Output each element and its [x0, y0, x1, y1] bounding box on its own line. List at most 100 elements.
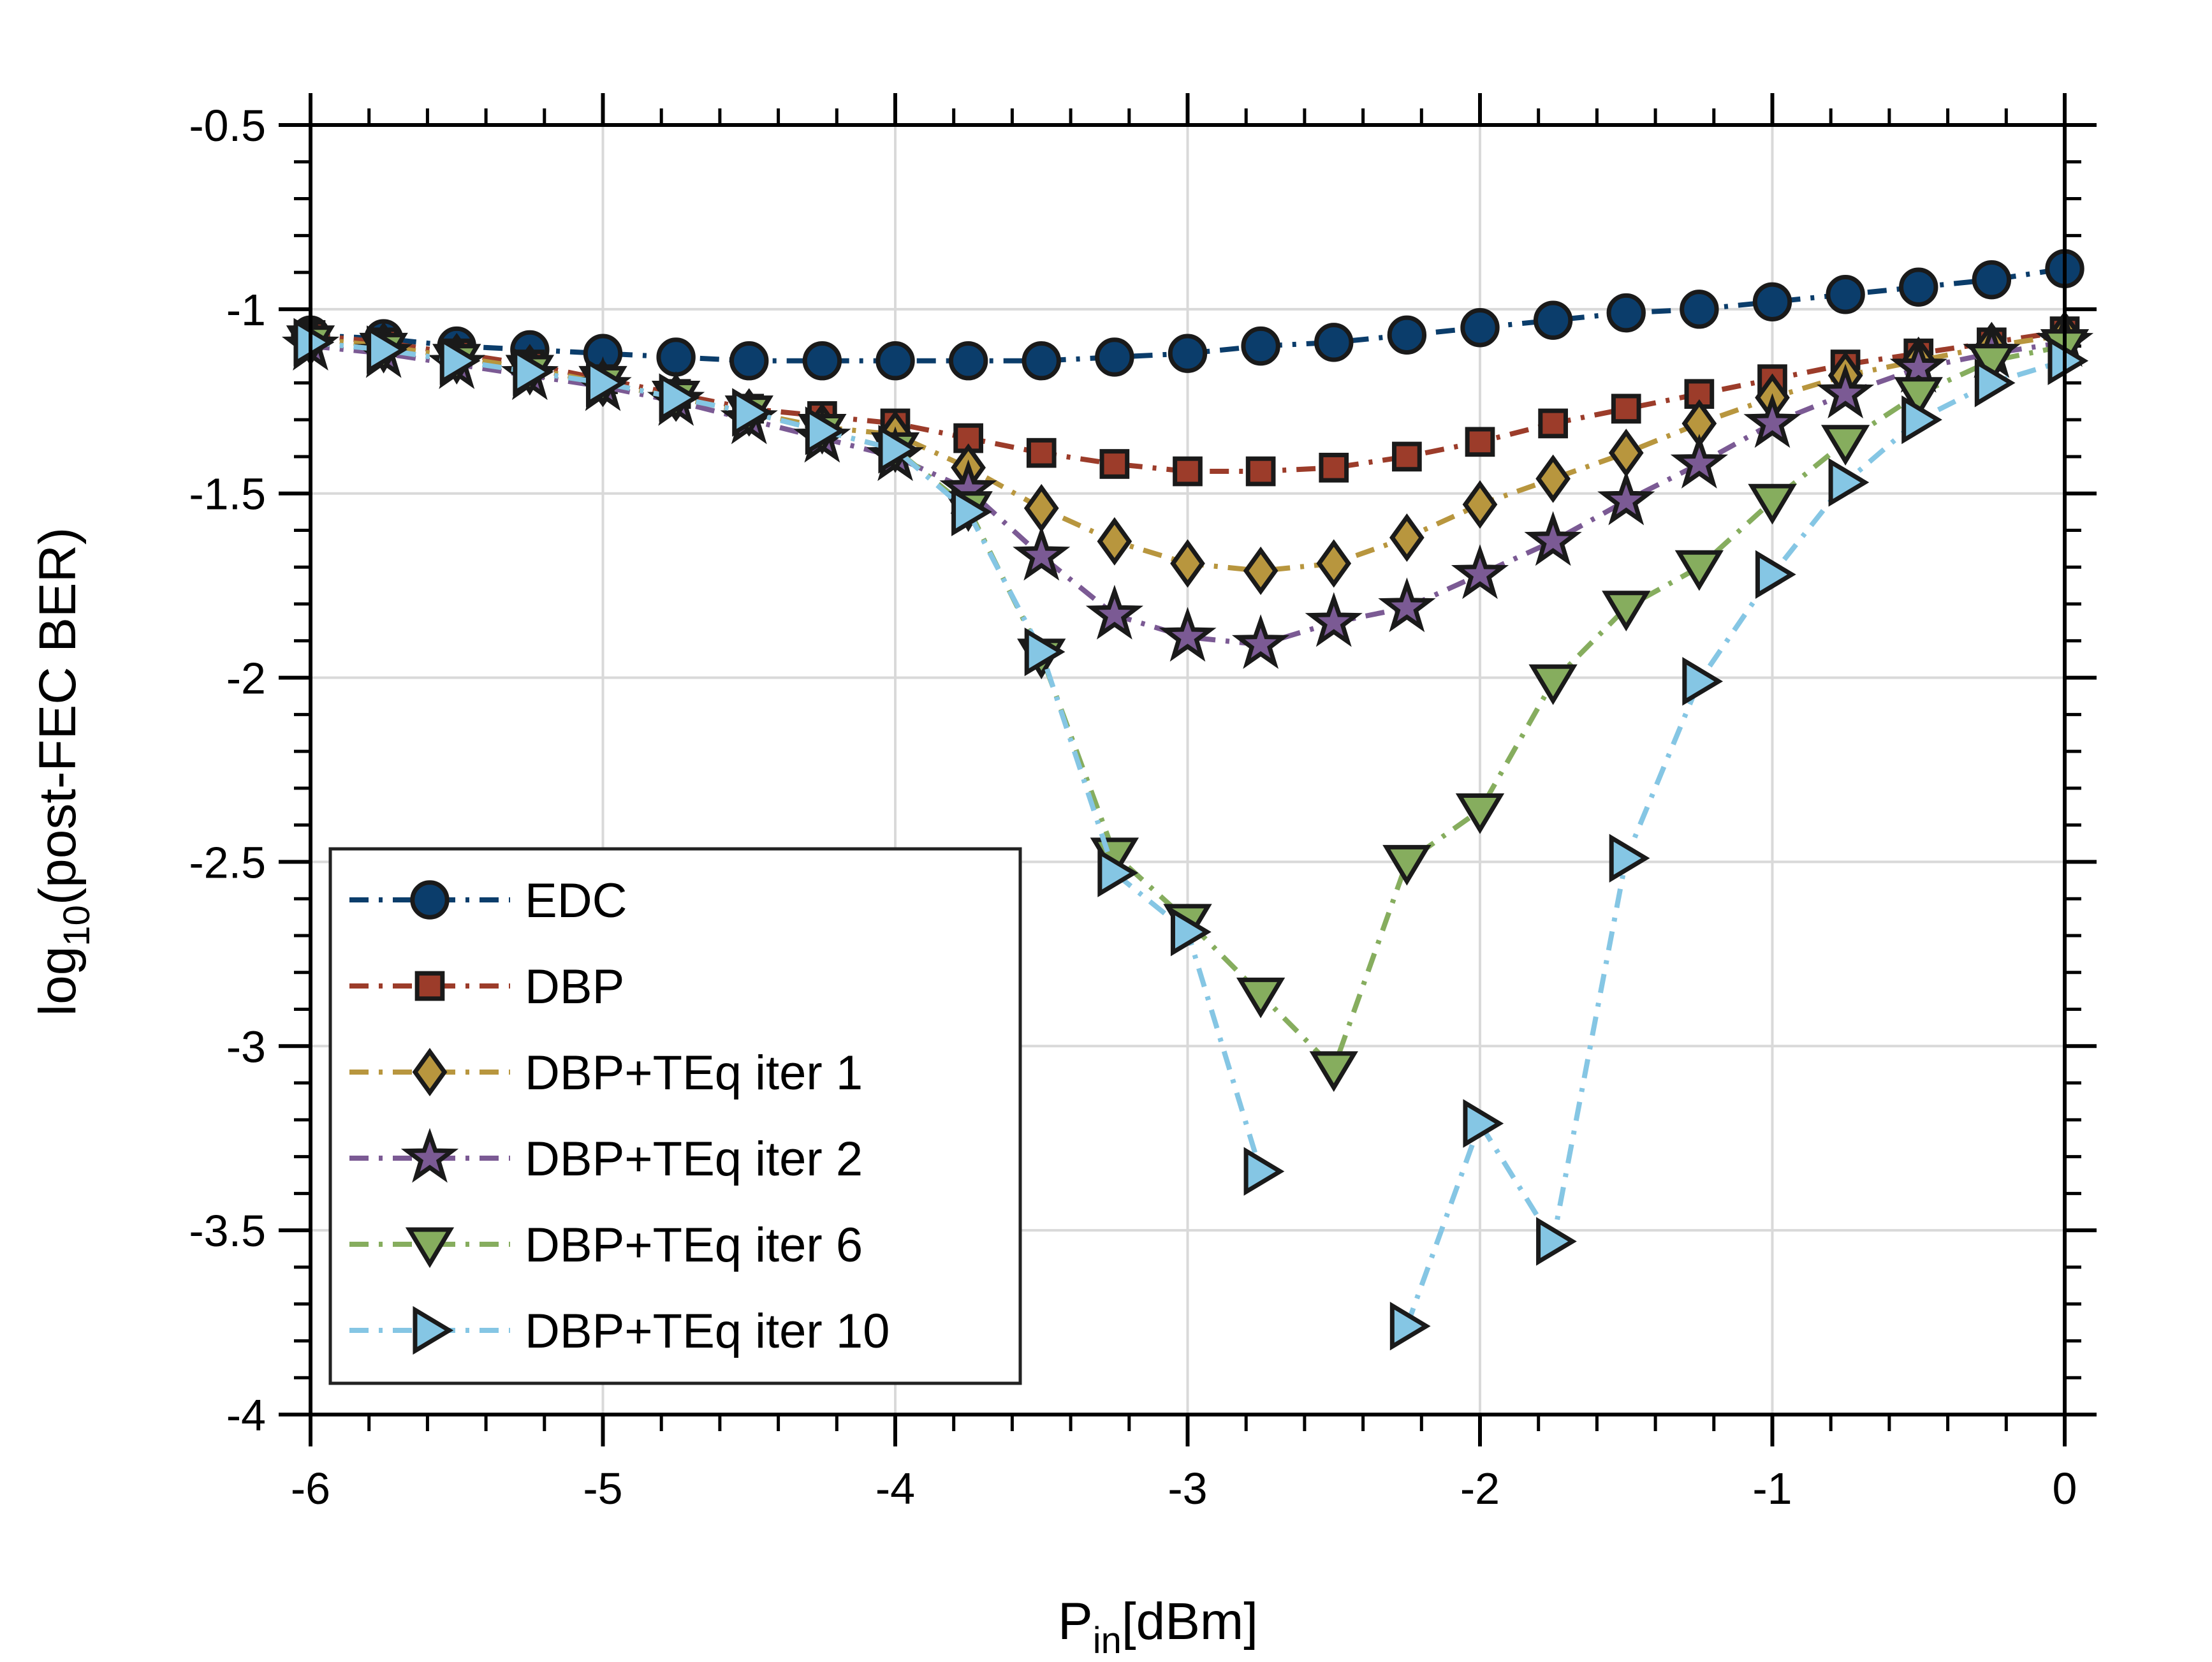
data-point — [1387, 315, 1427, 355]
data-point — [1159, 607, 1217, 662]
data-point — [805, 406, 846, 455]
legend-marker — [413, 1305, 454, 1355]
data-point — [1316, 539, 1352, 588]
data-point — [1236, 977, 1285, 1019]
data-point — [1597, 470, 1655, 526]
data-point — [1972, 260, 2012, 300]
data-point — [1243, 1147, 1285, 1196]
data-point — [1465, 427, 1495, 457]
legend-entry: DBP+TEq iter 10 — [349, 1304, 890, 1358]
data-point — [1826, 275, 1865, 314]
data-point — [1899, 267, 1938, 307]
legend-entry: EDC — [349, 874, 627, 928]
plot-series — [281, 249, 2094, 1351]
y-tick-label: -2 — [226, 654, 266, 703]
data-point — [1451, 544, 1509, 599]
data-point — [1243, 547, 1278, 596]
tick-labels: -6 -5 -4 -3 -2 -1 0 -4 -3.5 -3 -2.5 -2 -1.5 -1 -0.5 — [189, 101, 2077, 1513]
data-point — [1463, 1099, 1504, 1148]
data-point — [802, 341, 842, 381]
data-point — [1013, 526, 1071, 581]
data-point — [1392, 441, 1422, 472]
data-point — [1974, 358, 2016, 408]
legend-marker — [414, 971, 445, 1001]
legend-box — [328, 847, 1022, 1385]
data-point — [951, 487, 992, 536]
data-point — [1024, 627, 1066, 677]
data-point — [1524, 511, 1582, 566]
x-tick-label: 0 — [2053, 1464, 2077, 1513]
data-point — [439, 336, 481, 385]
data-point — [1455, 793, 1505, 834]
legend-marker — [412, 1048, 448, 1096]
data-point — [1743, 393, 1801, 448]
x-tick-label: -1 — [1752, 1464, 1792, 1513]
data-point — [1901, 395, 1942, 445]
data-point — [585, 358, 627, 408]
data-point — [1680, 290, 1719, 329]
data-point — [1389, 1302, 1431, 1351]
y-tick-label: -0.5 — [189, 101, 266, 151]
data-point — [1231, 614, 1290, 669]
y-tick-label: -4 — [226, 1390, 266, 1440]
data-point — [1022, 341, 1061, 381]
data-point — [953, 423, 983, 453]
data-point — [1389, 513, 1425, 563]
data-point — [1097, 517, 1132, 566]
legend-label: DBP — [525, 960, 624, 1014]
y-tick-label: -3.5 — [189, 1206, 266, 1256]
data-point — [1820, 425, 1870, 466]
data-point — [1533, 300, 1573, 340]
data-point — [1241, 326, 1280, 366]
x-tick-label: -2 — [1460, 1464, 1500, 1513]
data-point — [1609, 834, 1650, 883]
plot-frame — [309, 123, 2067, 1416]
data-point — [1378, 577, 1436, 633]
data-point — [1099, 449, 1130, 479]
data-point — [1460, 308, 1500, 348]
data-point — [1670, 434, 1729, 489]
legend-label: EDC — [525, 874, 627, 928]
data-point — [1535, 454, 1571, 503]
series-dbp-teq-iter-10 — [293, 318, 2089, 1351]
x-tick-label: -3 — [1168, 1464, 1207, 1513]
data-point — [1528, 664, 1578, 705]
data-point — [948, 341, 988, 381]
y-tick-label: -1 — [226, 285, 266, 335]
series-line — [1404, 358, 2066, 1327]
data-point — [1894, 377, 1943, 418]
legend-label: DBP+TEq iter 6 — [525, 1218, 863, 1272]
legend-entry: DBP+TEq iter 2 — [349, 1128, 863, 1186]
data-point — [1748, 483, 1797, 525]
data-point — [1319, 452, 1349, 483]
data-point — [1606, 293, 1646, 333]
x-tick-label: -4 — [875, 1464, 915, 1513]
data-point — [1682, 657, 1724, 706]
data-point — [1462, 480, 1498, 529]
y-tick-label: -3 — [226, 1022, 266, 1071]
data-point — [656, 337, 696, 377]
data-point — [1752, 282, 1792, 322]
data-point — [878, 425, 919, 474]
data-point — [732, 388, 773, 437]
data-point — [1170, 539, 1205, 588]
data-point — [1173, 456, 1203, 487]
legend-marker — [405, 1227, 455, 1269]
legend-label: DBP+TEq iter 2 — [525, 1132, 863, 1186]
data-point — [513, 347, 554, 397]
legend-marker — [410, 880, 450, 920]
legend-entry: DBP+TEq iter 6 — [349, 1218, 863, 1272]
data-point — [1816, 364, 1875, 419]
data-point — [1538, 408, 1568, 439]
data-point — [1095, 337, 1134, 377]
data-point — [367, 325, 407, 374]
series-edc — [291, 249, 2084, 381]
data-point — [1611, 393, 1641, 424]
x-tick-label: -5 — [583, 1464, 622, 1513]
data-point — [875, 341, 915, 381]
x-tick-label: -6 — [291, 1464, 330, 1513]
data-point — [2047, 336, 2089, 385]
data-point — [1097, 848, 1139, 897]
data-point — [1026, 438, 1057, 468]
